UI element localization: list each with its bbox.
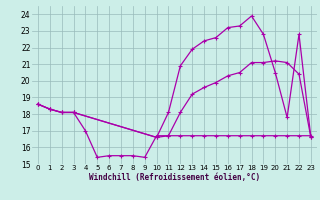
X-axis label: Windchill (Refroidissement éolien,°C): Windchill (Refroidissement éolien,°C) — [89, 173, 260, 182]
